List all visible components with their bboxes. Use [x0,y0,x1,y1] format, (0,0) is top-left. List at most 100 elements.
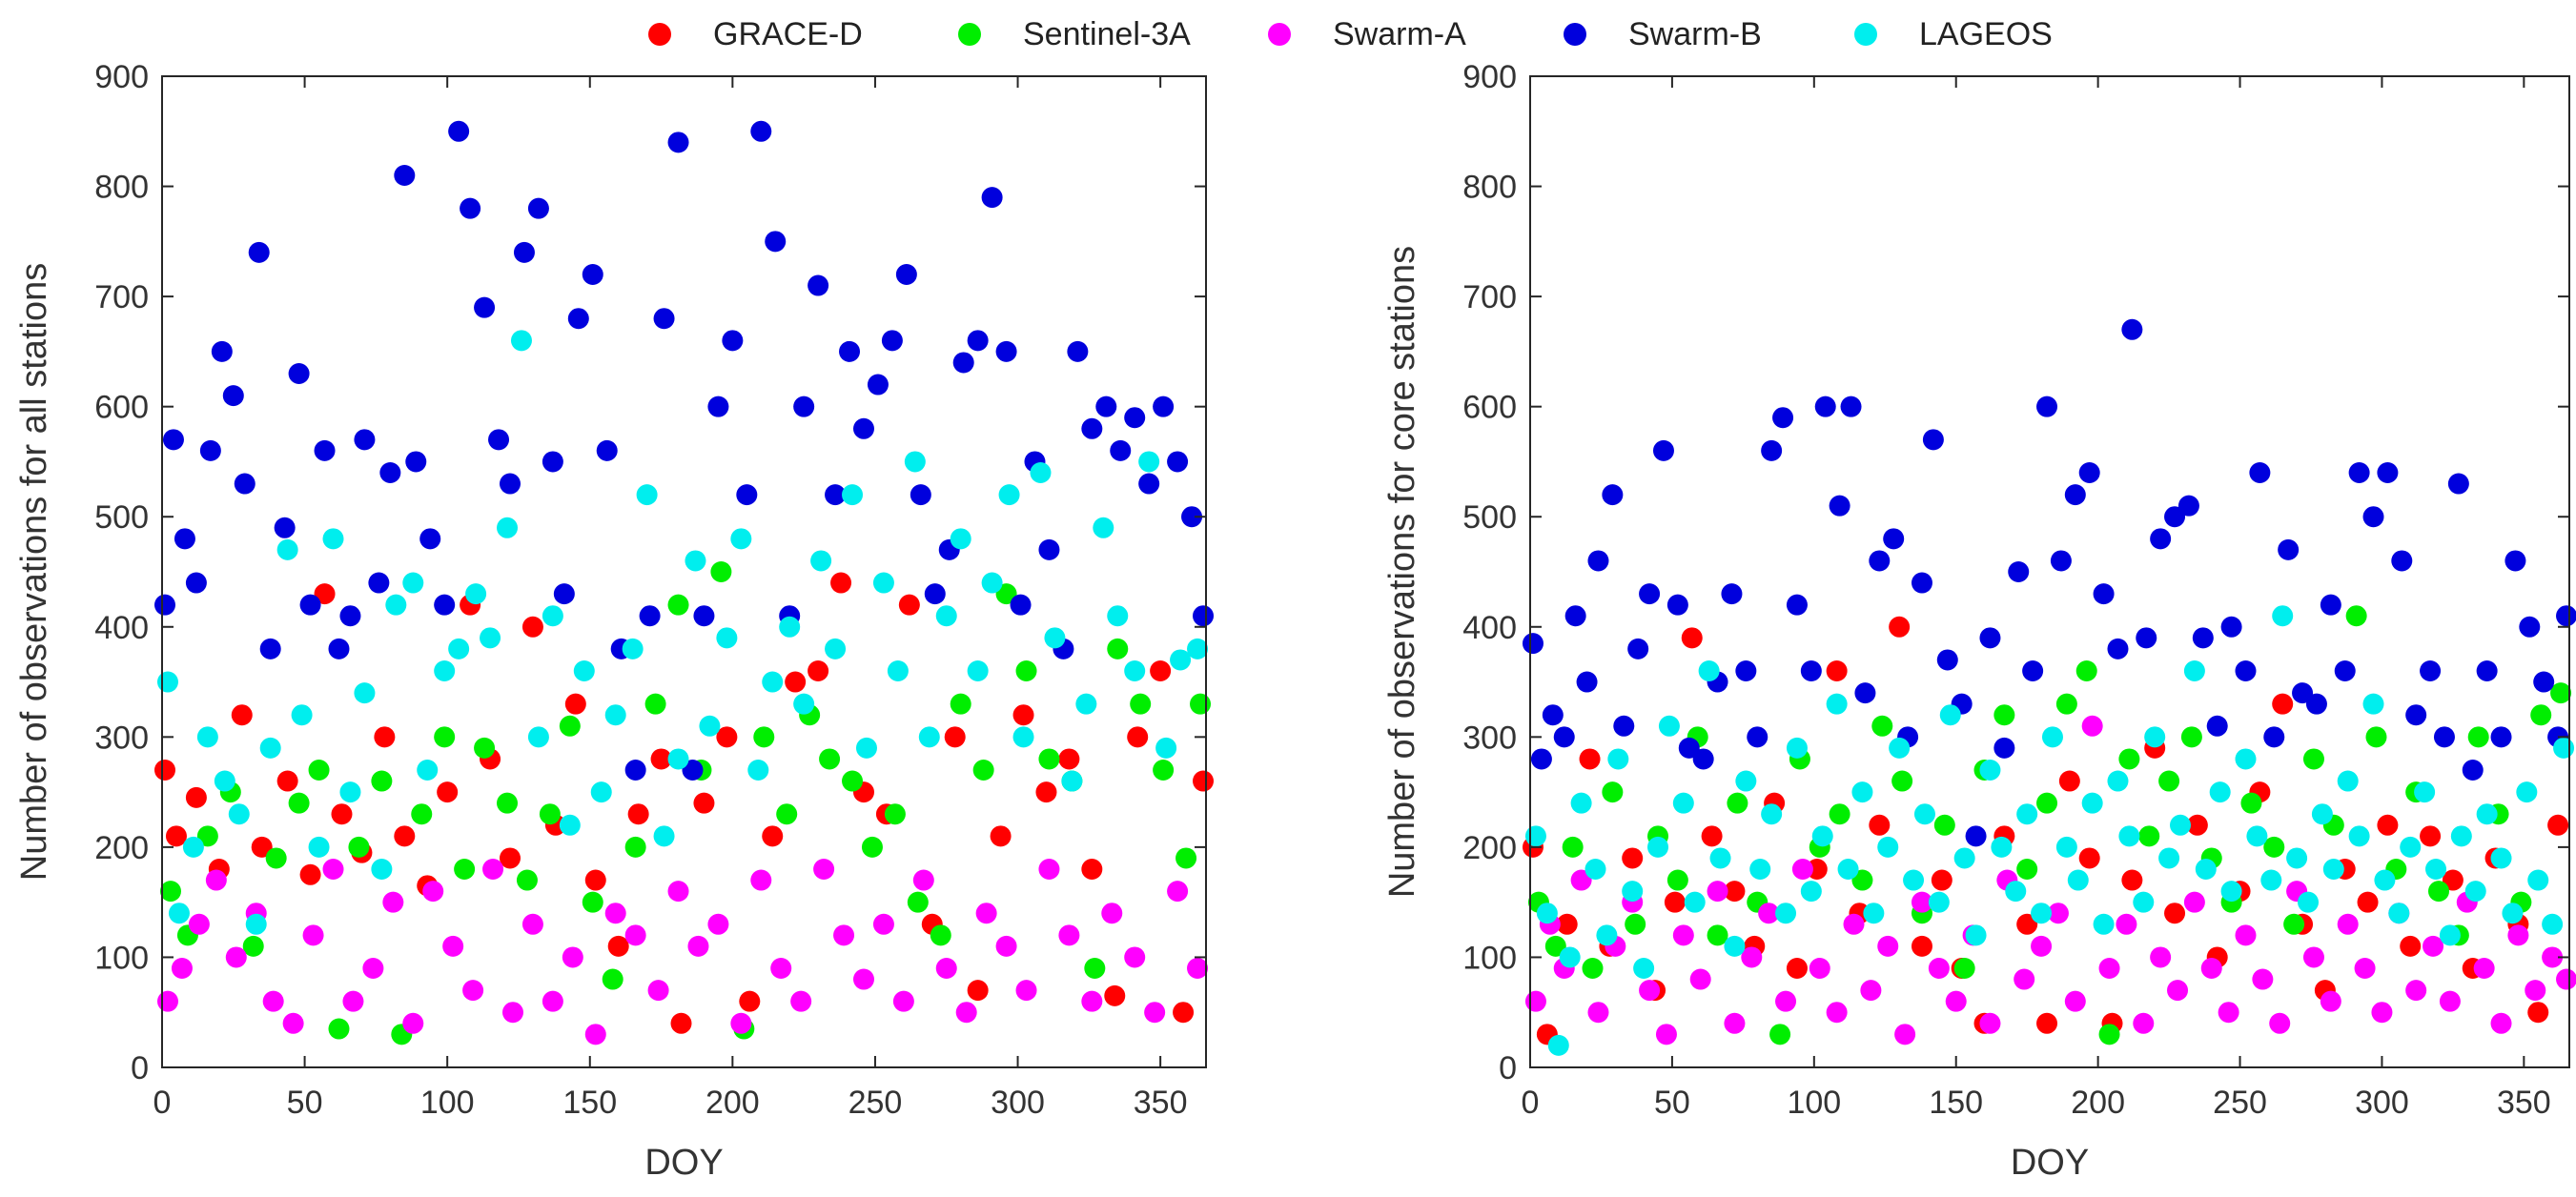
data-point [2490,847,2512,869]
data-point [2064,990,2086,1012]
data-point [765,231,787,253]
data-point [2169,814,2191,836]
data-point [2047,903,2069,924]
data-point [2133,891,2155,913]
data-point [2138,825,2160,847]
data-point [1735,660,1757,681]
data-point [602,968,624,990]
data-point [299,863,321,885]
data-point [314,439,336,461]
data-point [1811,825,1833,847]
data-point [156,990,178,1012]
data-point [527,197,549,219]
data-point [501,1002,523,1024]
data-point [2177,495,2199,517]
data-point [448,638,470,659]
data-point [1564,605,1586,627]
data-point [368,572,390,594]
data-point [2005,881,2027,903]
data-point [1639,583,1661,605]
data-point [1582,958,1604,979]
data-point [1012,704,1034,726]
data-point [2272,693,2294,715]
chart-all-stations: 0 50 100 150 200 250 300 350 0 100 200 300 400 500 600… [14,59,1215,1183]
data-point [1562,836,1584,858]
data-point [2164,903,2186,924]
data-point [1613,715,1635,737]
data-point [2553,737,2575,759]
data-point [895,264,917,285]
data-point [225,946,247,968]
data-point [1724,935,1746,957]
series-lageos [156,330,1209,935]
data-point [2167,980,2189,1002]
data-point [2320,594,2341,616]
data-point [1579,748,1601,770]
x-axis-label: DOY [644,1143,723,1183]
data-point [156,671,178,693]
x-tick-label: 0 [1522,1085,1540,1121]
data-point [2036,396,2058,417]
data-point [2064,484,2086,506]
data-point [465,583,487,605]
data-point [382,891,404,913]
data-point [1911,572,1932,594]
x-tick-label: 150 [562,1085,617,1121]
data-point [2292,682,2314,704]
data-point [222,385,244,407]
data-point [2164,506,2186,528]
data-point [2337,913,2359,935]
data-point [2311,803,2333,825]
data-point [833,924,855,946]
data-point [1170,649,1192,671]
data-point [604,903,626,924]
data-point [707,396,729,417]
data-point [995,340,1017,362]
data-point [1153,760,1175,781]
data-point [182,836,204,858]
data-point [1138,451,1160,473]
data-point [302,924,324,946]
data-point [342,990,364,1012]
data-point [314,583,336,605]
data-point [1015,980,1037,1002]
data-point [722,330,744,352]
data-point [2278,538,2300,560]
data-point [2249,462,2271,483]
data-point [1829,495,1850,517]
data-point [500,473,521,495]
data-point [422,881,444,903]
data-point [667,881,689,903]
data-point [1181,506,1203,528]
y-tick-label: 800 [94,170,149,206]
data-point [1622,847,1644,869]
data-point [930,924,951,946]
data-point [1928,958,1950,979]
y-axis-label: Number of observations for core stations [1382,246,1422,898]
data-point [825,484,847,506]
data-point [1570,869,1592,891]
data-point [607,935,629,957]
data-point [647,980,669,1002]
data-point [990,825,1012,847]
data-point [1678,737,1700,759]
data-point [1724,881,1746,903]
data-point [839,340,861,362]
data-point [448,120,470,142]
data-point [1758,903,1780,924]
data-point [950,528,971,550]
data-point [1877,935,1899,957]
series-swarm-a [1524,715,2576,1045]
x-tick-label: 100 [1787,1085,1841,1121]
data-point [667,132,689,153]
data-point [1155,737,1177,759]
y-tick-label: 400 [1462,610,1517,646]
data-point [861,836,883,858]
data-point [2078,462,2100,483]
data-point [521,616,543,638]
y-tick-label: 600 [1462,390,1517,426]
y-tick-label: 900 [1462,59,1517,95]
data-point [770,958,792,979]
data-point [1038,538,1060,560]
